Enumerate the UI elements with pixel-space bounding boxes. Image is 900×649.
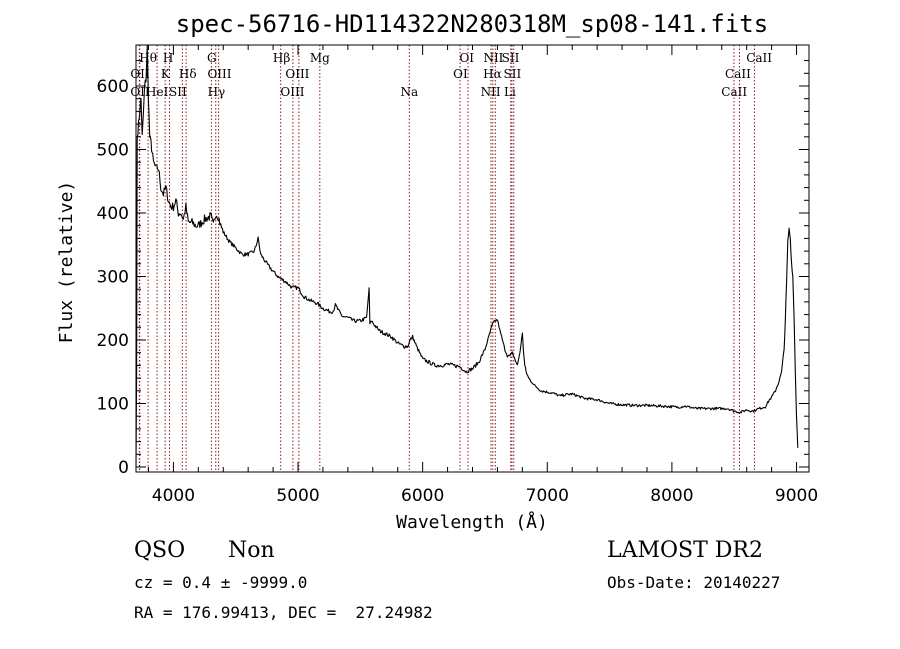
y-tick-label: 0 xyxy=(118,458,129,478)
line-label-12: OIII xyxy=(280,85,304,99)
line-label-24: CaII xyxy=(721,85,747,99)
line-label-0: Hθ xyxy=(139,51,157,65)
redshift-cz: cz = 0.4 ± -9999.0 xyxy=(134,573,308,592)
line-label-3: HeI xyxy=(146,85,169,99)
x-tick-label: 9000 xyxy=(775,486,818,506)
line-label-16: OI xyxy=(453,67,468,81)
line-label-21: Li xyxy=(504,85,516,99)
spectral-line-labels: HθOIIOIIHeIKHSIIHδGHγOIIIHβOIIIOIIIMgNaO… xyxy=(130,51,772,99)
x-tick-label: 4000 xyxy=(152,486,195,506)
x-tick-label: 7000 xyxy=(526,486,569,506)
y-tick-label: 400 xyxy=(97,204,129,224)
y-tick-label: 100 xyxy=(97,395,129,415)
line-label-23: SII xyxy=(502,51,520,65)
subclass-label: Non xyxy=(228,538,275,563)
y-axis: 0 100 200 300 400 500 600 xyxy=(97,60,809,478)
x-tick-label: 5000 xyxy=(276,486,319,506)
line-label-4: K xyxy=(161,67,171,81)
y-tick-label: 600 xyxy=(97,77,129,97)
line-label-26: CaII xyxy=(746,51,772,65)
x-axis: 4000 5000 6000 7000 8000 9000 xyxy=(147,45,818,506)
line-label-14: Mg xyxy=(310,51,330,65)
x-axis-label: Wavelength (Å) xyxy=(396,511,548,533)
line-label-17: OI xyxy=(459,51,474,65)
line-label-8: G xyxy=(207,51,217,65)
line-label-9: Hγ xyxy=(208,85,226,99)
x-tick-label: 8000 xyxy=(650,486,693,506)
survey-label: LAMOST DR2 xyxy=(607,538,763,563)
line-label-10: OIII xyxy=(207,67,231,81)
line-label-1: OII xyxy=(130,67,150,81)
y-axis-label: Flux (relative) xyxy=(56,181,77,344)
spectral-line-markers xyxy=(138,45,755,472)
line-label-25: CaII xyxy=(725,67,751,81)
y-tick-label: 200 xyxy=(97,331,129,351)
line-label-5: H xyxy=(163,51,173,65)
line-label-15: Na xyxy=(400,85,418,99)
line-label-6: SII xyxy=(169,85,187,99)
x-tick-label: 6000 xyxy=(401,486,444,506)
spectrum-line xyxy=(135,45,799,468)
line-label-13: OIII xyxy=(285,67,309,81)
line-label-19: Hα xyxy=(483,67,502,81)
chart-title: spec-56716-HD114322N280318M_sp08-141.fit… xyxy=(176,10,768,38)
line-label-7: Hδ xyxy=(179,67,197,81)
y-tick-label: 500 xyxy=(97,141,129,161)
coordinates: RA = 176.99413, DEC = 27.24982 xyxy=(134,603,433,622)
line-label-20: NII xyxy=(483,51,503,65)
line-label-18: NII xyxy=(481,85,501,99)
line-label-11: Hβ xyxy=(273,51,290,65)
y-tick-label: 300 xyxy=(97,268,129,288)
observation-date: Obs-Date: 20140227 xyxy=(607,573,781,592)
line-label-22: SII xyxy=(504,67,522,81)
class-label: QSO xyxy=(134,538,186,563)
